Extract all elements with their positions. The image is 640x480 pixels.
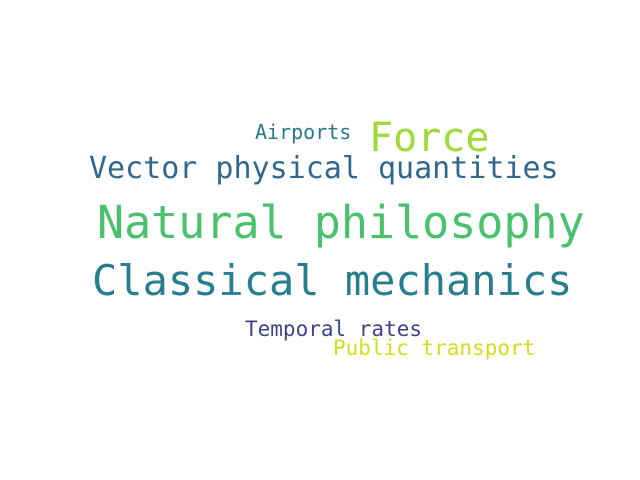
word-public-transport: Public transport — [333, 336, 536, 360]
word-airports: Airports — [255, 120, 352, 144]
word-temporal-rates: Temporal rates — [245, 317, 423, 341]
word-force: Force — [369, 115, 490, 161]
word-classical-mechanics: Classical mechanics — [92, 256, 573, 305]
word-vector-physical-quantities: Vector physical quantities — [89, 151, 559, 186]
word-natural-philosophy: Natural philosophy — [97, 196, 585, 249]
